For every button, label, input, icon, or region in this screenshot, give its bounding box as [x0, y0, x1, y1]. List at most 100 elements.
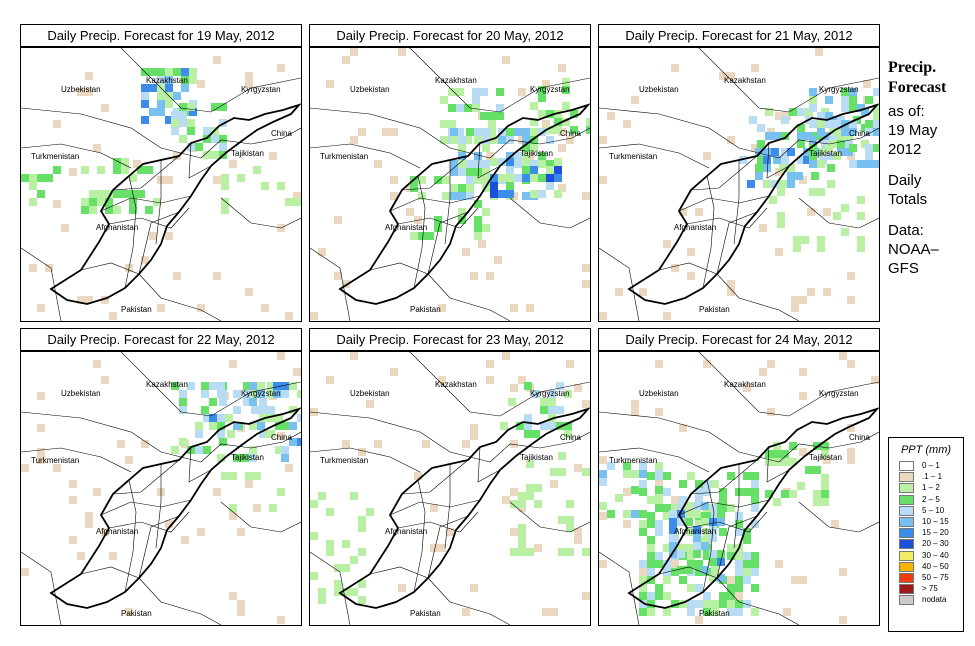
precip-cell [801, 236, 809, 244]
precip-cell [37, 190, 45, 198]
precip-cell [500, 422, 508, 430]
precip-cell [693, 502, 701, 510]
legend-label: 15 – 20 [922, 528, 949, 538]
precip-cell [450, 160, 458, 168]
country-border [310, 143, 421, 169]
precip-cell [275, 422, 283, 430]
country-label-tajikistan: Tajikistan [231, 149, 264, 158]
precip-cell [639, 480, 647, 488]
precip-cell [532, 390, 540, 398]
precip-cell [663, 576, 671, 584]
precip-cell [727, 592, 735, 600]
precip-cell [510, 304, 518, 312]
precip-cell [799, 448, 807, 456]
precip-cell [297, 390, 301, 398]
precip-cell [366, 508, 374, 516]
precip-cell [781, 156, 789, 164]
precip-cell [526, 492, 534, 500]
precip-cell [243, 390, 251, 398]
precip-cell [693, 510, 701, 518]
precip-cell [574, 536, 582, 544]
precip-cell [554, 166, 562, 174]
precip-cell [281, 454, 289, 462]
precip-cell [757, 124, 765, 132]
precip-cell [695, 520, 703, 528]
precip-cell [607, 462, 615, 470]
precip-cell [179, 406, 187, 414]
precip-cell [809, 88, 817, 96]
precip-cell [293, 368, 301, 376]
country-border [21, 143, 132, 169]
precip-cell [466, 160, 474, 168]
precip-cell [390, 368, 398, 376]
precip-cell [677, 502, 685, 510]
precip-cell [677, 518, 685, 526]
precip-cell [229, 504, 237, 512]
precip-cell [253, 166, 261, 174]
precip-cell [695, 568, 703, 576]
precip-cell [490, 136, 498, 144]
precip-cell [243, 398, 251, 406]
map-canvas: Kazakhstan Uzbekistan Kyrgyzstan China Turkm… [599, 352, 879, 625]
precip-cell [775, 112, 783, 120]
precip-cell [165, 116, 173, 124]
precip-cell [823, 288, 831, 296]
precip-cell [179, 119, 187, 127]
country-label-kyrgyzstan: Kyrgyzstan [530, 389, 570, 398]
precip-cell [554, 118, 562, 126]
precip-cell [243, 382, 251, 390]
precip-cell [482, 224, 490, 232]
precip-cell [113, 206, 121, 214]
precip-cell [382, 128, 390, 136]
precip-cell [631, 486, 639, 494]
precip-cell [655, 504, 663, 512]
precip-cell [37, 392, 45, 400]
precip-cell [799, 296, 807, 304]
precip-cell [195, 430, 203, 438]
precip-cell [813, 490, 821, 498]
precip-cell [811, 172, 819, 180]
legend-item: 2 – 5 [889, 494, 963, 505]
precip-cell [157, 68, 165, 76]
precip-cell [273, 390, 281, 398]
precip-cell [871, 376, 879, 384]
precip-cell [735, 528, 743, 536]
precip-cell [69, 480, 77, 488]
precip-cell [195, 422, 203, 430]
precip-cell [647, 608, 655, 616]
precip-cell [478, 240, 486, 248]
province-border [658, 566, 718, 579]
precip-cell [556, 406, 564, 414]
province-border [112, 459, 180, 495]
precip-cell [285, 198, 293, 206]
precip-cell [639, 568, 647, 576]
precip-cell [599, 176, 607, 184]
precip-cell [562, 102, 570, 110]
precip-cell [873, 104, 879, 112]
precip-cell [687, 472, 695, 480]
precip-cell [639, 600, 647, 608]
precip-cell [703, 512, 711, 520]
precip-cell [326, 548, 334, 556]
precip-cell [695, 560, 703, 568]
afghanistan-border [49, 103, 301, 305]
precip-cell [582, 280, 590, 288]
country-border [599, 551, 640, 625]
precip-cell [398, 48, 406, 56]
precip-cell [719, 592, 727, 600]
precip-cell [639, 488, 647, 496]
country-border [778, 431, 879, 463]
precip-cell [219, 135, 227, 143]
precip-cell [530, 102, 538, 110]
precip-cell [277, 616, 285, 624]
precip-cell [233, 422, 241, 430]
precip-cell [865, 160, 873, 168]
country-label-turkmenistan: Turkmenistan [320, 456, 368, 465]
precip-cell [534, 500, 542, 508]
precip-cell [229, 360, 237, 368]
precip-cell [326, 80, 334, 88]
precip-cell [97, 166, 105, 174]
precip-cell [157, 100, 165, 108]
precip-cell [809, 152, 817, 160]
province-border [413, 175, 426, 289]
